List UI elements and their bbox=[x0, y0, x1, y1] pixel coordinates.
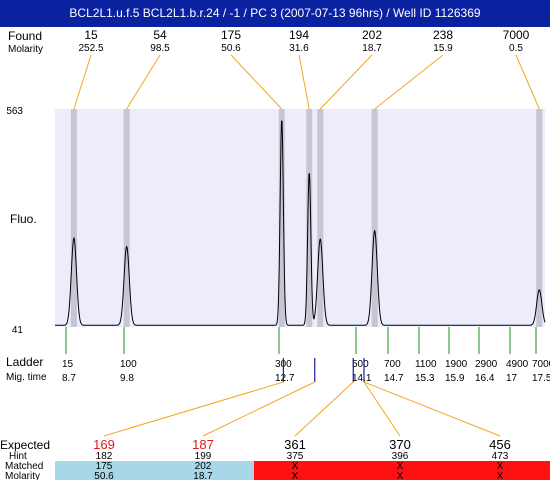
fluo-axis-label: Fluo. bbox=[10, 212, 37, 226]
found-connector bbox=[374, 54, 444, 110]
ladder-size: 1100 bbox=[415, 359, 437, 370]
ladder-size: 700 bbox=[384, 359, 401, 370]
ladder-time: 14.1 bbox=[352, 373, 372, 384]
found-connector bbox=[230, 54, 283, 110]
matched-value: X bbox=[497, 461, 504, 472]
found-molarity: 31.6 bbox=[289, 43, 309, 54]
found-molarity: 18.7 bbox=[362, 43, 382, 54]
chart-annotations: 15252.55498.517550.619431.620218.723815.… bbox=[55, 28, 550, 480]
found-connector bbox=[515, 54, 540, 110]
found-size: 15 bbox=[84, 28, 98, 42]
peak-band bbox=[70, 109, 77, 327]
found-size: 7000 bbox=[503, 28, 530, 42]
matched-value: 175 bbox=[96, 461, 113, 472]
matched-molarity: X bbox=[292, 471, 299, 480]
found-size: 238 bbox=[433, 28, 453, 42]
found-molarity: 50.6 bbox=[221, 43, 241, 54]
found-connector bbox=[126, 54, 161, 110]
found-molarity: 15.9 bbox=[433, 43, 453, 54]
unmatched-band bbox=[254, 461, 550, 480]
y-tick-min: 41 bbox=[12, 325, 24, 336]
peak-band bbox=[123, 109, 130, 327]
hint-value: 396 bbox=[392, 451, 409, 462]
ladder-size: 2900 bbox=[475, 359, 498, 370]
expected-size: 361 bbox=[284, 437, 306, 452]
y-tick-max: 563 bbox=[6, 106, 23, 117]
expected-connector bbox=[363, 381, 401, 437]
hint-value: 199 bbox=[195, 451, 212, 462]
matched-value: X bbox=[292, 461, 299, 472]
expected-size: 187 bbox=[192, 437, 214, 452]
ladder-heading: Ladder bbox=[6, 355, 43, 369]
expected-size: 456 bbox=[489, 437, 511, 452]
ladder-size: 1900 bbox=[445, 359, 468, 370]
matched-value: X bbox=[397, 461, 404, 472]
ladder-size: 15 bbox=[62, 359, 74, 370]
ladder-time: 15.9 bbox=[445, 373, 465, 384]
found-connector bbox=[319, 54, 373, 110]
ladder-time: 8.7 bbox=[62, 373, 76, 384]
expected-connector bbox=[202, 381, 315, 437]
found-size: 54 bbox=[153, 28, 167, 42]
hint-heading: Hint bbox=[9, 451, 27, 462]
ladder-time: 15.3 bbox=[415, 373, 435, 384]
peak-band bbox=[317, 109, 324, 327]
peak-band bbox=[371, 109, 378, 327]
hint-value: 473 bbox=[492, 451, 509, 462]
ladder-time: 14.7 bbox=[384, 373, 404, 384]
molarity-bottom-heading: Molarity bbox=[5, 471, 40, 480]
matched-value: 202 bbox=[195, 461, 212, 472]
found-connector bbox=[298, 54, 310, 110]
plot-area bbox=[55, 109, 545, 327]
peak-band bbox=[536, 109, 543, 327]
ladder-size: 500 bbox=[352, 359, 369, 370]
found-heading: Found bbox=[8, 29, 42, 43]
ladder-size: 7000 bbox=[532, 359, 550, 370]
molarity-heading: Molarity bbox=[8, 44, 43, 55]
expected-connector bbox=[103, 381, 284, 437]
found-molarity: 252.5 bbox=[78, 43, 103, 54]
expected-connector bbox=[363, 381, 501, 437]
found-size: 202 bbox=[362, 28, 382, 42]
ladder-size: 100 bbox=[120, 359, 137, 370]
found-molarity: 98.5 bbox=[150, 43, 170, 54]
ladder-time: 17 bbox=[506, 373, 518, 384]
found-connector bbox=[73, 54, 92, 110]
peak-band bbox=[306, 109, 313, 327]
peak-bands bbox=[70, 109, 543, 327]
fluorescence-trace bbox=[55, 120, 546, 326]
matched-molarity: X bbox=[497, 471, 504, 480]
ladder-time: 9.8 bbox=[120, 373, 134, 384]
expected-size: 169 bbox=[93, 437, 115, 452]
electropherogram-chart: Found Molarity Fluo. Ladder Mig. time Ex… bbox=[0, 28, 550, 480]
ladder-size: 4900 bbox=[506, 359, 529, 370]
matched-heading: Matched bbox=[5, 461, 43, 472]
hint-value: 375 bbox=[287, 451, 304, 462]
ladder-time: 16.4 bbox=[475, 373, 495, 384]
expected-connector bbox=[294, 381, 354, 437]
found-molarity: 0.5 bbox=[509, 43, 523, 54]
found-size: 194 bbox=[289, 28, 309, 42]
mig-time-heading: Mig. time bbox=[6, 372, 47, 383]
ladder-time: 12.7 bbox=[275, 373, 295, 384]
expected-heading: Expected bbox=[0, 438, 50, 452]
found-size: 175 bbox=[221, 28, 241, 42]
matched-molarity: X bbox=[397, 471, 404, 480]
expected-size: 370 bbox=[389, 437, 411, 452]
matched-molarity: 18.7 bbox=[193, 471, 213, 480]
title-bar: BCL2L1.u.f.5 BCL2L1.b.r.24 / -1 / PC 3 (… bbox=[0, 0, 550, 27]
matched-molarity: 50.6 bbox=[94, 471, 114, 480]
ladder-time: 17.5 bbox=[532, 373, 550, 384]
matched-band bbox=[55, 461, 254, 480]
hint-value: 182 bbox=[96, 451, 113, 462]
peak-band bbox=[278, 109, 285, 327]
